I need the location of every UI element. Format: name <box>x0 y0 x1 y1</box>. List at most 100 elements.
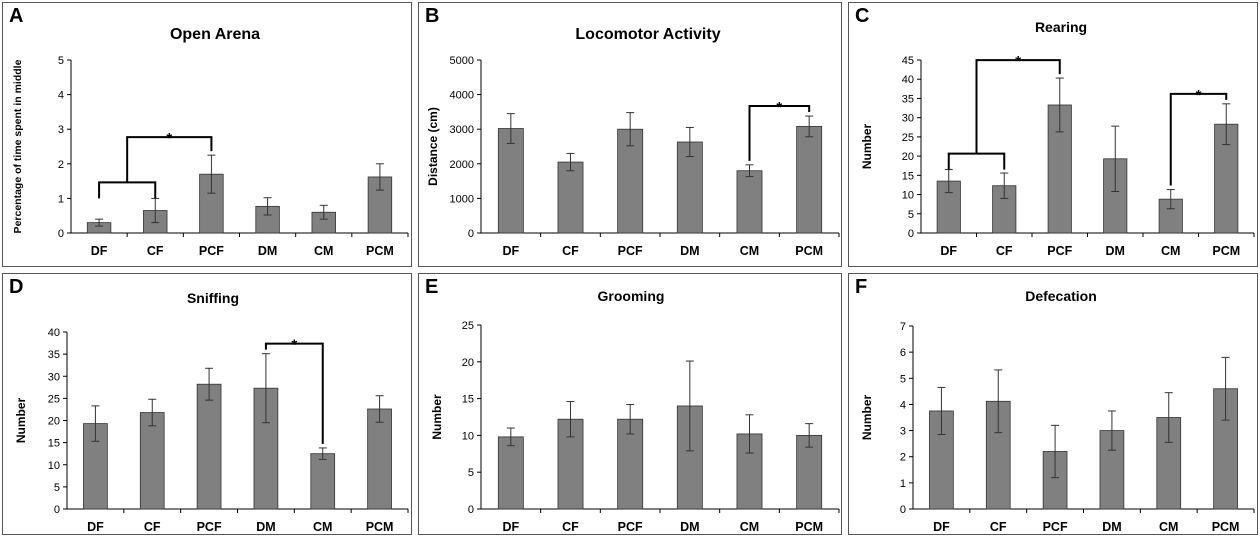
x-category-label: PCM <box>366 244 394 258</box>
y-tick-label: 5 <box>900 373 906 385</box>
x-category-label: CF <box>562 244 579 258</box>
y-axis-label: Number <box>860 395 874 441</box>
y-tick-label: 25 <box>902 132 914 144</box>
y-tick-label: 7 <box>900 321 906 333</box>
x-category-label: PCF <box>618 244 643 258</box>
bar-cf <box>557 161 584 234</box>
chart-panel-b: B Locomotor Activity Distance (cm) 0 1000 200… <box>418 2 842 267</box>
x-category-label: PCM <box>795 520 823 534</box>
y-tick-label: 35 <box>48 349 60 361</box>
y-tick-label: 0 <box>908 228 914 240</box>
panel-letter: A <box>9 5 24 27</box>
x-category-label: DF <box>502 520 519 534</box>
significance-star: * <box>291 337 297 354</box>
significance-star: * <box>1015 53 1021 70</box>
significance-bracket <box>1169 92 1228 186</box>
x-category-label: DM <box>256 520 275 534</box>
chart-panel-c: C Rearing Number 0 5 10 15 20 25 30 35 40 45 DF CF PCF D… <box>848 2 1258 267</box>
bar-pcm <box>796 126 823 234</box>
x-category-label: CF <box>144 520 161 534</box>
x-category-label: PCF <box>1047 244 1072 258</box>
bar-df <box>497 436 524 510</box>
x-category-label: CF <box>996 244 1013 258</box>
x-category-label: DF <box>502 244 519 258</box>
x-category-label: DF <box>87 520 104 534</box>
x-category-label: PCM <box>366 520 394 534</box>
x-category-label: PCM <box>795 244 823 258</box>
significance-star: * <box>166 130 172 147</box>
y-tick-label: 5 <box>908 209 914 221</box>
y-tick-label: 0 <box>58 228 64 240</box>
x-category-label: CM <box>313 520 332 534</box>
y-axis-label: Number <box>430 394 444 440</box>
y-tick-label: 0 <box>900 504 906 516</box>
chart-panel-e: E Grooming Number 0 5 10 15 20 25 DF CF PCF DM CM PCM <box>418 273 842 535</box>
y-tick-label: 2000 <box>450 159 474 171</box>
y-tick-label: 3 <box>58 124 64 136</box>
x-category-label: DF <box>933 520 950 534</box>
x-category-label: DF <box>91 244 108 258</box>
significance-bracket <box>264 342 324 444</box>
x-category-label: CM <box>1159 520 1178 534</box>
bar-pcf <box>196 383 222 510</box>
chart-title: Defecation <box>1025 288 1097 304</box>
y-tick-label: 1 <box>900 478 906 490</box>
x-category-label: CM <box>740 244 759 258</box>
y-tick-label: 5 <box>58 55 64 67</box>
y-tick-label: 1000 <box>450 193 474 205</box>
chart-panel-d: D Sniffing Number 0 5 10 15 20 25 30 35 40 DF CF PCF DM… <box>2 273 412 535</box>
x-category-label: DM <box>258 244 277 258</box>
x-category-label: PCF <box>197 520 222 534</box>
x-category-label: DM <box>680 520 699 534</box>
y-tick-label: 35 <box>902 93 914 105</box>
panel-letter: C <box>855 5 870 27</box>
y-tick-label: 0 <box>468 228 474 240</box>
y-tick-label: 5 <box>468 467 474 479</box>
y-tick-label: 5 <box>54 482 60 494</box>
y-tick-label: 40 <box>48 327 60 339</box>
x-category-label: PCM <box>1212 244 1240 258</box>
y-tick-label: 30 <box>48 371 60 383</box>
chart-panel-f: F Defecation Number 0 1 2 3 4 5 6 7 DF CF PCF DM CM PCM <box>848 273 1258 535</box>
x-category-label: PCF <box>618 520 643 534</box>
y-tick-label: 45 <box>902 55 914 67</box>
chart-svg: Rearing Number 0 5 10 15 20 25 30 35 40 45 DF CF PCF DM… <box>860 19 1255 258</box>
y-tick-label: 15 <box>48 438 60 450</box>
y-axis-label: Percentage of time spent in middle <box>12 59 24 233</box>
chart-title: Open Arena <box>170 26 260 43</box>
chart-svg: Open Arena Percentage of time spent in mi… <box>12 26 409 258</box>
bar-cf <box>139 412 165 510</box>
y-tick-label: 6 <box>900 347 906 359</box>
y-tick-label: 4 <box>58 90 64 102</box>
y-tick-label: 3000 <box>450 124 474 136</box>
y-tick-label: 20 <box>462 357 474 369</box>
y-tick-label: 15 <box>462 394 474 406</box>
y-tick-label: 10 <box>48 460 60 472</box>
y-tick-label: 15 <box>902 170 914 182</box>
y-axis-label: Number <box>14 398 28 444</box>
y-tick-label: 20 <box>902 151 914 163</box>
x-category-label: DM <box>680 244 699 258</box>
x-category-label: PCM <box>1212 520 1240 534</box>
chart-title: Locomotor Activity <box>575 26 720 43</box>
x-category-label: CF <box>147 244 164 258</box>
x-category-label: CF <box>990 520 1007 534</box>
x-category-label: DF <box>940 244 957 258</box>
x-category-label: DM <box>1102 520 1121 534</box>
y-axis-label: Number <box>860 124 874 170</box>
y-tick-label: 20 <box>48 416 60 428</box>
y-tick-label: 40 <box>902 74 914 86</box>
x-category-label: PCF <box>1043 520 1068 534</box>
significance-bracket <box>947 59 1061 170</box>
x-category-label: CM <box>1161 244 1180 258</box>
panel-letter: D <box>9 276 24 298</box>
y-tick-label: 10 <box>902 190 914 202</box>
panel-letter: F <box>855 276 868 298</box>
y-axis-label: Distance (cm) <box>426 107 440 186</box>
bar-dm <box>676 141 703 234</box>
x-category-label: PCF <box>199 244 224 258</box>
bar-pcm <box>367 408 392 510</box>
y-tick-label: 1 <box>58 193 64 205</box>
chart-svg: Defecation Number 0 1 2 3 4 5 6 7 DF CF PCF DM CM PCM <box>860 288 1255 534</box>
